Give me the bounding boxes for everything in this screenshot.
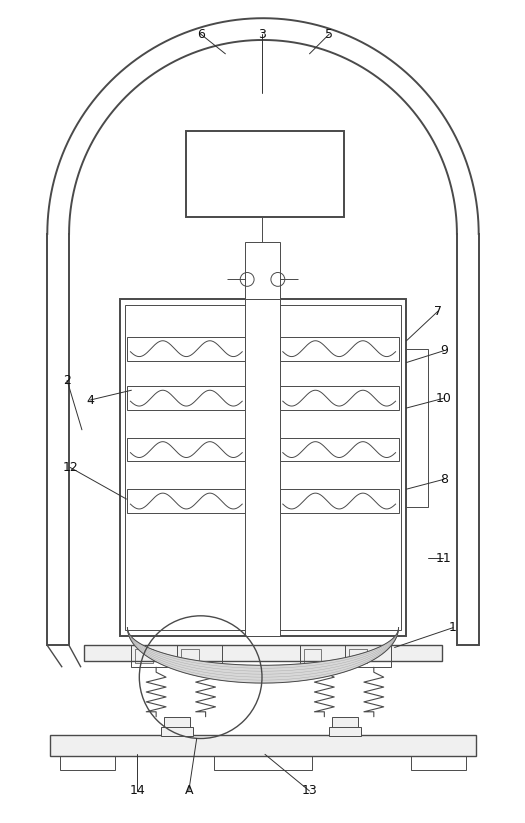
Text: 12: 12 [62,461,78,474]
Bar [125,305,401,630]
Bar [303,649,321,663]
Bar [186,131,344,217]
Bar [164,717,190,735]
Text: 13: 13 [302,784,318,797]
Bar [300,645,391,667]
Bar [60,756,114,770]
Bar [135,649,153,663]
Bar [332,717,358,735]
Bar [280,337,398,360]
Text: 11: 11 [435,552,451,565]
Text: 4: 4 [86,393,94,407]
Bar [245,242,280,300]
Bar [128,386,245,410]
Text: 8: 8 [440,472,448,486]
Bar [412,756,466,770]
Bar [329,727,361,736]
Bar [161,727,193,736]
Bar [245,300,280,635]
Bar [120,300,406,635]
Bar [406,349,428,507]
Text: 9: 9 [440,344,448,357]
Text: 3: 3 [258,27,266,40]
Bar [214,756,312,770]
Text: 6: 6 [197,27,205,40]
Text: 7: 7 [434,305,442,318]
Bar [181,649,198,663]
Bar [280,386,398,410]
Text: 2: 2 [63,374,71,387]
Bar [128,438,245,462]
Bar [50,735,476,756]
Bar [131,645,223,667]
Text: A: A [185,784,193,797]
Bar [84,645,442,662]
Text: 5: 5 [326,27,333,40]
Bar [280,489,398,513]
Bar [349,649,367,663]
Text: 14: 14 [130,784,145,797]
Bar [128,489,245,513]
Bar [280,438,398,462]
Bar [128,337,245,360]
Text: 1: 1 [449,621,457,635]
Text: 10: 10 [436,392,452,405]
